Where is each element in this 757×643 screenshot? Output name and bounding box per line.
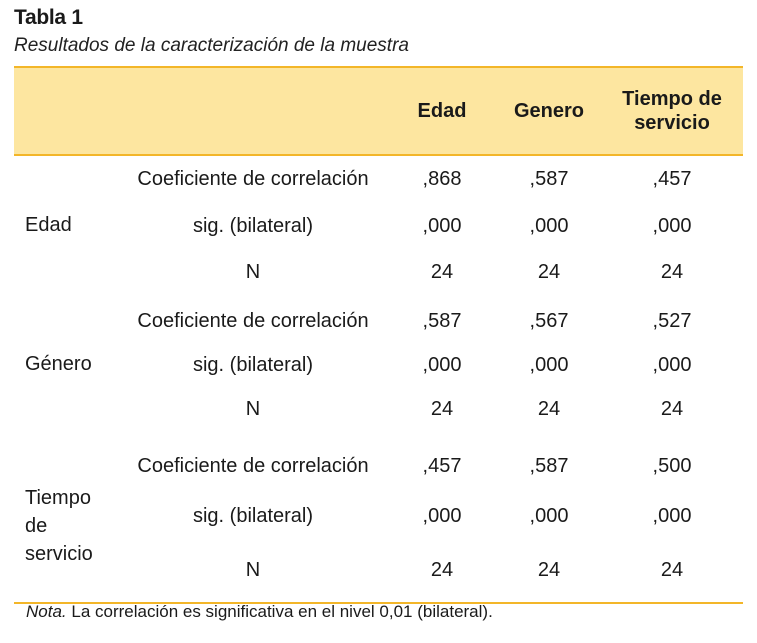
value-cell: ,457 (652, 168, 692, 190)
value-cell: ,000 (529, 215, 569, 237)
table-row: N 24 24 24 (14, 261, 743, 291)
value-cell: ,000 (422, 505, 462, 527)
stat-label: Coeficiente de correlación (137, 168, 369, 190)
group-label: Tiempo de servicio (25, 487, 93, 565)
group-tiempo-de-servicio: Tiempo de servicio Coeficiente de correl… (14, 438, 743, 602)
stat-label: sig. (bilateral) (192, 505, 314, 527)
group-label: Edad (25, 214, 72, 236)
table-row: sig. (bilateral) ,000 ,000 ,000 (14, 505, 743, 535)
table-subtitle: Resultados de la caracterización de la m… (14, 35, 409, 56)
group-label: Género (25, 353, 92, 375)
value-cell: ,000 (422, 215, 462, 237)
value-cell: ,567 (529, 310, 569, 332)
stat-label: N (245, 261, 261, 283)
table-note: Nota. La correlación es significativa en… (26, 602, 493, 622)
header-genero: Genero (513, 100, 585, 122)
value-cell: ,587 (422, 310, 462, 332)
stat-label: sig. (bilateral) (192, 215, 314, 237)
note-label: Nota. (26, 602, 67, 621)
stat-label: N (245, 559, 261, 581)
value-cell: 24 (430, 398, 454, 420)
note-text: La correlación es significativa en el ni… (66, 602, 493, 621)
table-row: Coeficiente de correlación ,587 ,567 ,52… (14, 310, 743, 340)
value-cell: ,000 (529, 505, 569, 527)
header-edad: Edad (417, 100, 467, 122)
value-cell: 24 (660, 398, 684, 420)
value-cell: 24 (660, 559, 684, 581)
value-cell: 24 (430, 261, 454, 283)
header-tiempo-de-servicio: Tiempo de servicio (622, 88, 722, 134)
value-cell: 24 (430, 559, 454, 581)
value-cell: ,457 (422, 455, 462, 477)
stat-label: Coeficiente de correlación (137, 310, 369, 332)
table-row: N 24 24 24 (14, 398, 743, 428)
value-cell: ,000 (652, 505, 692, 527)
stat-label: N (245, 398, 261, 420)
table-row: sig. (bilateral) ,000 ,000 ,000 (14, 215, 743, 245)
group-edad: Edad Coeficiente de correlación ,868 ,58… (14, 156, 743, 298)
value-cell: ,587 (529, 455, 569, 477)
value-cell: ,000 (422, 354, 462, 376)
stat-label: sig. (bilateral) (192, 354, 314, 376)
group-genero: Género Coeficiente de correlación ,587 ,… (14, 298, 743, 438)
value-cell: ,587 (529, 168, 569, 190)
table-row: sig. (bilateral) ,000 ,000 ,000 (14, 354, 743, 384)
value-cell: 24 (537, 261, 561, 283)
table-title: Tabla 1 (14, 6, 83, 29)
table-row: Coeficiente de correlación ,868 ,587 ,45… (14, 168, 743, 198)
value-cell: 24 (660, 261, 684, 283)
value-cell: 24 (537, 398, 561, 420)
value-cell: ,000 (652, 215, 692, 237)
correlation-table: Edad Genero Tiempo de servicio Edad Coef… (14, 66, 743, 604)
stat-label: Coeficiente de correlación (137, 455, 369, 477)
table-row: N 24 24 24 (14, 559, 743, 589)
value-cell: ,868 (422, 168, 462, 190)
value-cell: ,500 (652, 455, 692, 477)
table-header: Edad Genero Tiempo de servicio (14, 68, 743, 156)
value-cell: 24 (537, 559, 561, 581)
value-cell: ,000 (652, 354, 692, 376)
value-cell: ,527 (652, 310, 692, 332)
table-row: Coeficiente de correlación ,457 ,587 ,50… (14, 455, 743, 485)
value-cell: ,000 (529, 354, 569, 376)
